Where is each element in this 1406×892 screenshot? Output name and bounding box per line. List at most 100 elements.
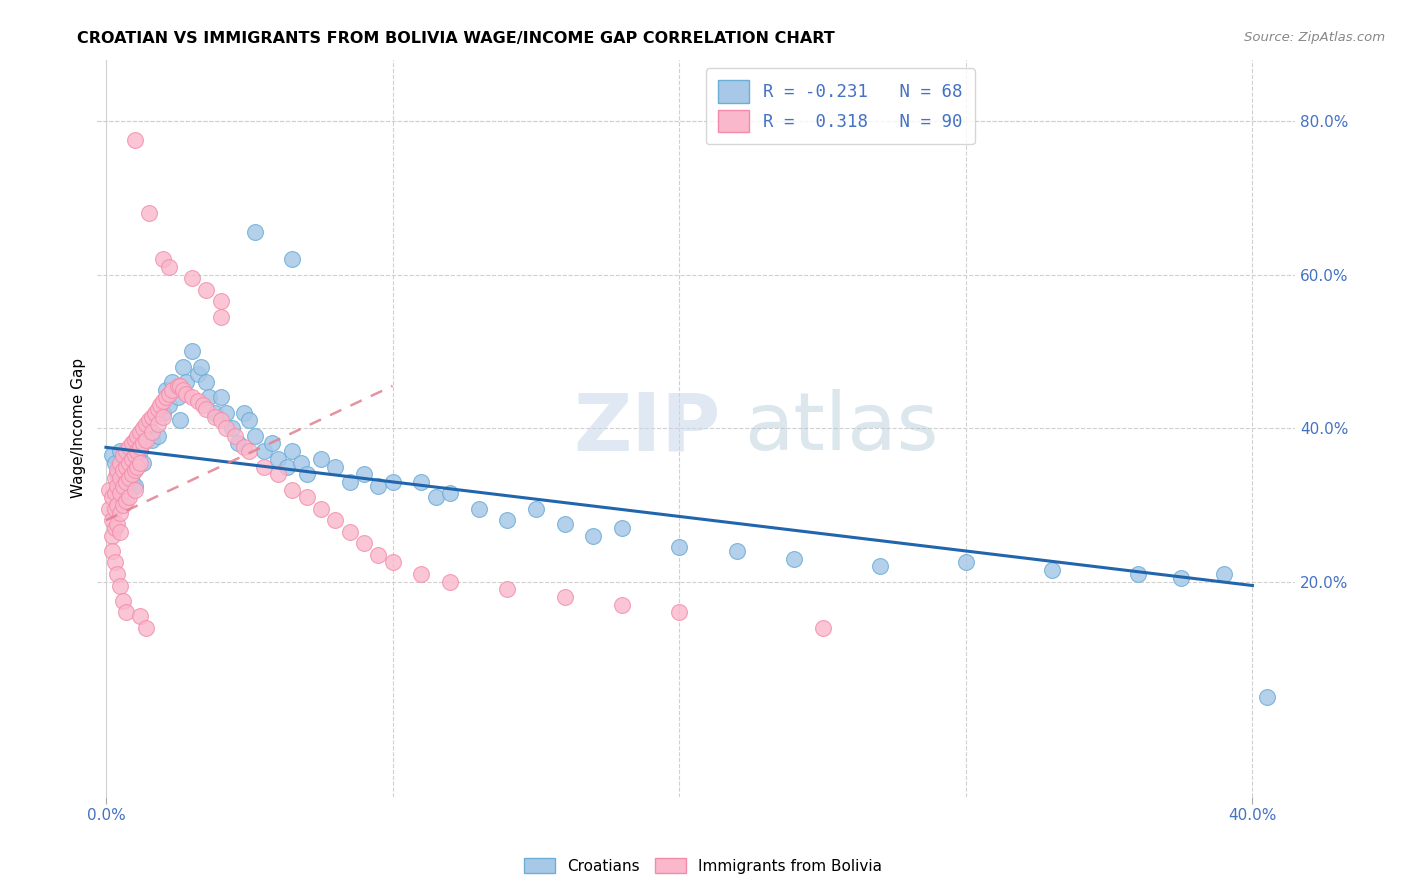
Point: [118, 463, 141, 477]
Text: CROATIAN VS IMMIGRANTS FROM BOLIVIA WAGE/INCOME GAP CORRELATION CHART: CROATIAN VS IMMIGRANTS FROM BOLIVIA WAGE…: [77, 31, 835, 46]
Point: [129, 440, 152, 454]
Point: [118, 471, 141, 485]
Point: [195, 375, 218, 389]
Point: [129, 609, 152, 624]
Point: [204, 409, 226, 424]
Point: [115, 475, 138, 489]
Point: [281, 483, 304, 497]
Point: [127, 429, 149, 443]
Point: [132, 421, 155, 435]
Point: [124, 448, 146, 462]
Point: [232, 406, 254, 420]
Point: [124, 433, 146, 447]
Point: [146, 401, 169, 416]
Point: [582, 528, 605, 542]
Point: [187, 368, 209, 382]
Point: [152, 409, 174, 424]
Point: [276, 459, 298, 474]
Point: [115, 606, 138, 620]
Point: [323, 459, 346, 474]
Point: [195, 283, 218, 297]
Point: [309, 501, 332, 516]
Point: [138, 206, 160, 220]
Point: [411, 475, 433, 489]
Point: [141, 425, 163, 439]
Point: [112, 479, 135, 493]
Point: [112, 594, 135, 608]
Text: Source: ZipAtlas.com: Source: ZipAtlas.com: [1244, 31, 1385, 45]
Point: [367, 548, 389, 562]
Point: [127, 436, 149, 450]
Point: [146, 429, 169, 443]
Point: [138, 421, 160, 435]
Point: [103, 521, 125, 535]
Point: [110, 486, 132, 500]
Point: [174, 386, 197, 401]
Point: [129, 456, 152, 470]
Point: [124, 483, 146, 497]
Point: [425, 490, 447, 504]
Point: [97, 501, 120, 516]
Point: [124, 463, 146, 477]
Point: [152, 252, 174, 267]
Point: [252, 444, 274, 458]
Point: [252, 459, 274, 474]
Point: [610, 598, 633, 612]
Point: [103, 471, 125, 485]
Point: [118, 490, 141, 504]
Point: [367, 479, 389, 493]
Point: [138, 413, 160, 427]
Point: [152, 394, 174, 409]
Point: [103, 556, 125, 570]
Point: [290, 456, 312, 470]
Point: [725, 544, 748, 558]
Point: [112, 451, 135, 466]
Point: [439, 574, 461, 589]
Point: [353, 536, 375, 550]
Point: [295, 490, 318, 504]
Point: [129, 425, 152, 439]
Point: [160, 375, 183, 389]
Point: [554, 517, 576, 532]
Point: [668, 540, 690, 554]
Point: [166, 391, 188, 405]
Point: [107, 517, 129, 532]
Point: [323, 513, 346, 527]
Point: [204, 406, 226, 420]
Point: [124, 479, 146, 493]
Point: [146, 417, 169, 432]
Text: atlas: atlas: [744, 389, 939, 467]
Point: [127, 459, 149, 474]
Point: [238, 413, 260, 427]
Point: [226, 436, 249, 450]
Point: [193, 398, 215, 412]
Point: [955, 556, 977, 570]
Point: [141, 409, 163, 424]
Point: [127, 444, 149, 458]
Point: [209, 413, 232, 427]
Point: [309, 451, 332, 466]
Point: [215, 421, 238, 435]
Legend: Croatians, Immigrants from Bolivia: Croatians, Immigrants from Bolivia: [519, 852, 887, 880]
Point: [143, 406, 166, 420]
Point: [115, 459, 138, 474]
Legend: R = -0.231   N = 68, R =  0.318   N = 90: R = -0.231 N = 68, R = 0.318 N = 90: [706, 69, 974, 145]
Point: [124, 133, 146, 147]
Point: [339, 524, 361, 539]
Point: [132, 456, 155, 470]
Point: [155, 383, 177, 397]
Point: [198, 391, 221, 405]
Point: [411, 567, 433, 582]
Point: [181, 344, 204, 359]
Point: [110, 471, 132, 485]
Point: [110, 524, 132, 539]
Point: [190, 359, 212, 374]
Point: [118, 440, 141, 454]
Point: [135, 621, 157, 635]
Point: [262, 436, 284, 450]
Point: [209, 310, 232, 324]
Point: [160, 383, 183, 397]
Point: [232, 440, 254, 454]
Point: [174, 375, 197, 389]
Point: [496, 582, 519, 597]
